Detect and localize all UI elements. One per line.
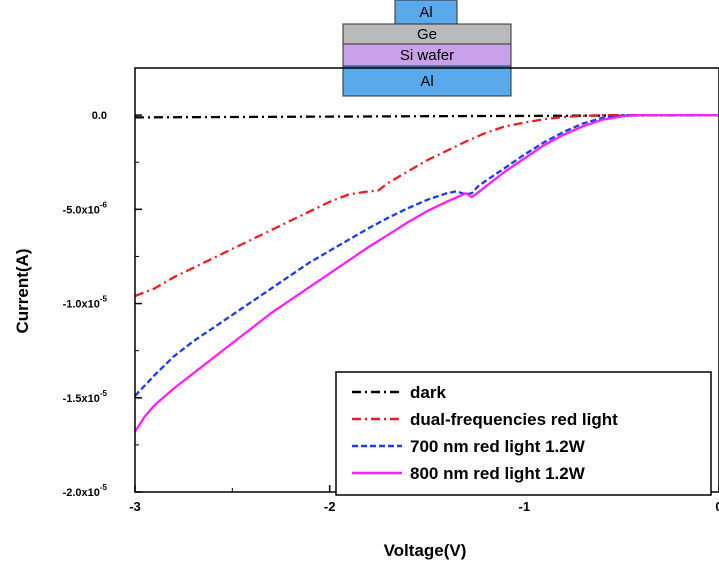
y-axis-title: Current(A) [13, 249, 32, 334]
series-line-2 [134, 113, 719, 397]
x-tick-label: -2 [324, 499, 336, 514]
legend: dark dual-frequencies red light 700 nm red… [335, 371, 712, 496]
y-tick-exponent: -5 [100, 483, 108, 492]
series-line-1 [134, 113, 719, 298]
series-line-3 [134, 113, 719, 433]
device-layer-label: Si wafer [400, 47, 454, 64]
y-tick-mantissa: -1.5x10 [63, 393, 100, 405]
x-tick-label: 0 [715, 499, 719, 514]
y-tick-label: -1.5x10-5 [63, 389, 108, 405]
device-layer-label: Al [419, 4, 432, 21]
y-tick-exponent: -5 [100, 389, 108, 398]
y-tick-exponent: -6 [100, 200, 108, 209]
device-layer-label: Ge [417, 26, 437, 43]
series-layer [134, 113, 719, 433]
x-axis-title: Voltage(V) [384, 541, 467, 560]
legend-label: 700 nm red light 1.2W [410, 437, 586, 456]
y-tick-mantissa: -5.0x10 [63, 204, 100, 216]
legend-label: 800 nm red light 1.2W [410, 464, 586, 483]
device-layer-0 [394, 0, 458, 25]
device-layer-3 [342, 65, 512, 97]
legend-label: dual-frequencies red light [410, 410, 618, 429]
series-line-0 [134, 113, 719, 119]
y-tick-label: -1.0x10-5 [63, 295, 108, 311]
x-tick-label: -3 [129, 499, 141, 514]
x-tick-label: -1 [519, 499, 531, 514]
y-tick-mantissa: -1.0x10 [63, 299, 100, 311]
y-tick-mantissa: -2.0x10 [63, 487, 100, 499]
y-tick-label: -5.0x10-6 [63, 200, 108, 216]
y-tick-label: 0.0 [92, 110, 107, 122]
y-tick-exponent: -5 [100, 295, 108, 304]
device-stack-diagram: Al Ge Si wafer Al [342, 0, 512, 97]
tick-labels: -3-2-100.0-5.0x10-6-1.0x10-5-1.5x10-5-2.… [63, 110, 719, 514]
y-tick-label: -2.0x10-5 [63, 483, 108, 499]
legend-label: dark [410, 383, 446, 402]
device-layer-label: Al [420, 73, 433, 90]
